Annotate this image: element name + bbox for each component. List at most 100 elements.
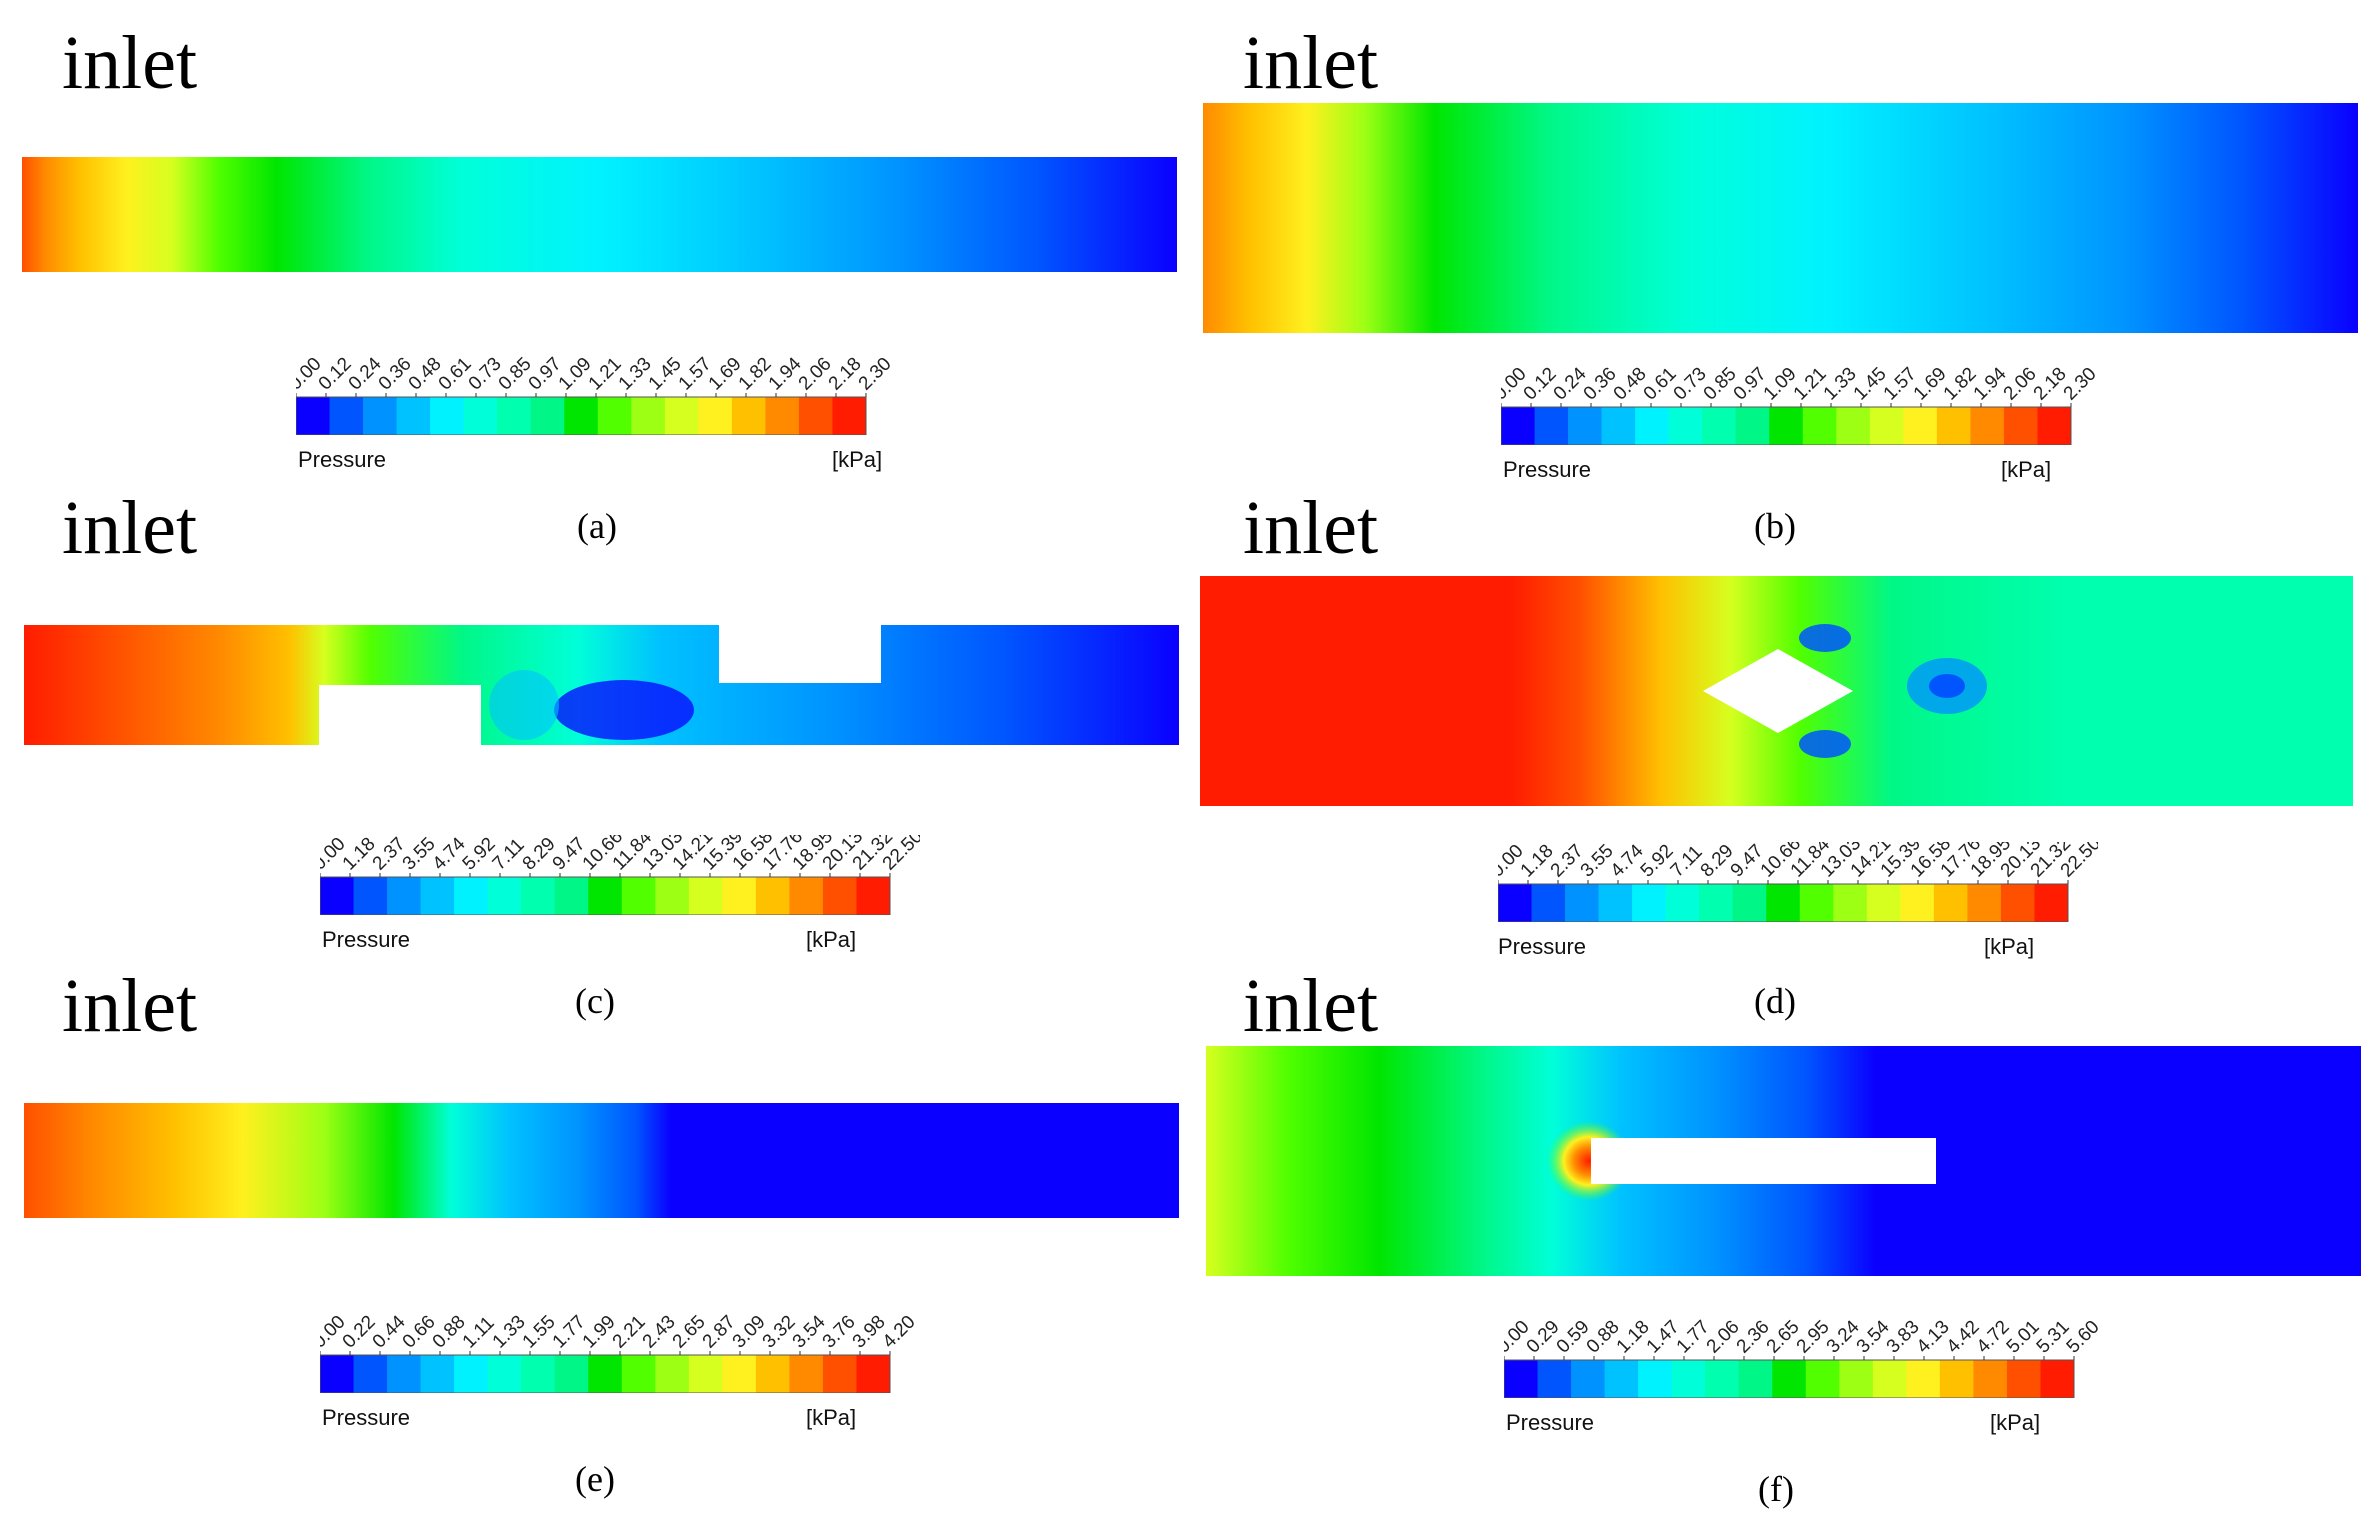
colorbar-segment — [1635, 407, 1670, 445]
colorbar-segment — [1936, 407, 1971, 445]
colorbar-segment — [597, 397, 632, 435]
colorbar-segment — [822, 1355, 857, 1393]
colorbar-segment — [722, 877, 757, 915]
colorbar-segment — [1973, 1360, 2008, 1398]
legend-unit: [kPa] — [832, 447, 883, 472]
colorbar-tick-label: 4.20 — [879, 1313, 920, 1353]
colorbar-segment — [1939, 1360, 1974, 1398]
colorbar-segment — [655, 877, 690, 915]
colorbar-segment — [1805, 1360, 1840, 1398]
colorbar-segment — [1967, 884, 2002, 922]
colorbar-segment — [655, 1355, 690, 1393]
colorbar-segment — [497, 397, 532, 435]
colorbar-segment — [1638, 1360, 1673, 1398]
colorbar-segment — [2003, 407, 2038, 445]
colorbar-segment — [554, 1355, 589, 1393]
colorbar-segment — [1632, 884, 1667, 922]
panel-e: inlet 0.00 0.22 0.44 0.66 0.88 1.11 1.33 1.55 1.… — [0, 964, 1187, 1499]
legend-title: Pressure — [1506, 1410, 1595, 1435]
colorbar-segment — [1839, 1360, 1874, 1398]
legend-unit: [kPa] — [806, 927, 857, 952]
colorbar-segment — [1598, 884, 1633, 922]
colorbar-segment — [554, 877, 589, 915]
colorbar-d: 0.001.182.373.554.745.927.118.299.4710.6… — [1487, 833, 2105, 923]
colorbar-segment — [353, 1355, 388, 1393]
colorbar-segment — [1738, 1360, 1773, 1398]
colorbar-segment — [1903, 407, 1938, 445]
colorbar-segment — [1802, 407, 1837, 445]
colorbar-segment — [329, 397, 364, 435]
colorbar-segment — [631, 397, 666, 435]
colorbar-segment — [387, 1355, 422, 1393]
pressure-field-d — [1200, 576, 2353, 806]
colorbar-segment — [463, 397, 498, 435]
colorbar-segment — [353, 877, 388, 915]
colorbar-segment — [789, 877, 824, 915]
colorbar-segment — [1501, 407, 1536, 445]
legend-a: 0.00 0.12 0.24 0.36 0.48 0.61 0.73 0.85 0.97 1.09… — [285, 353, 896, 485]
colorbar-segment — [755, 1355, 790, 1393]
pressure-field-a — [22, 157, 1177, 272]
colorbar-segment — [1702, 407, 1737, 445]
legend-c: 0.00 1.18 2.37 3.55 4.74 5.92 7.11 8.29 9.47 10.6… — [309, 826, 927, 965]
colorbar-segment — [454, 877, 489, 915]
caption-d: (d) — [1754, 981, 1796, 1021]
colorbar-segment — [722, 1355, 757, 1393]
inlet-label: inlet — [1243, 21, 1379, 105]
legend-unit: [kPa] — [2001, 457, 2052, 482]
colorbar-tick-label: 2.30 — [2060, 365, 2101, 405]
colorbar-segment — [1601, 407, 1636, 445]
colorbar-a: 0.000.120.240.360.480.610.730.850.971.09… — [285, 353, 896, 436]
colorbar-segment — [1799, 884, 1834, 922]
colorbar-segment — [731, 397, 766, 435]
colorbar-segment — [430, 397, 465, 435]
panel-f: inlet 0. — [1188, 964, 2375, 1509]
colorbar-segment — [1671, 1360, 1706, 1398]
legend-title: Pressure — [1503, 457, 1592, 482]
colorbar-segment — [1735, 407, 1770, 445]
colorbar-segment — [487, 1355, 522, 1393]
colorbar-segment — [454, 1355, 489, 1393]
colorbar-segment — [1933, 884, 1968, 922]
colorbar-segment — [530, 397, 565, 435]
colorbar-segment — [1906, 1360, 1941, 1398]
colorbar-segment — [1534, 407, 1569, 445]
legend-f: 0.00 0.29 0.59 0.88 1.18 1.47 1.77 2.06 2.36 2.65… — [1493, 1316, 2104, 1448]
caption-c: (c) — [575, 981, 615, 1021]
colorbar-segment — [420, 1355, 455, 1393]
legend-title: Pressure — [322, 1405, 411, 1430]
inlet-label: inlet — [1243, 964, 1379, 1048]
inlet-label: inlet — [62, 21, 198, 105]
panel-b: inlet 0.00 0.12 0.24 0.36 0.48 0.61 0.73 0.85 0.… — [1188, 15, 2375, 546]
colorbar-b: 0.000.120.240.360.480.610.730.850.971.09… — [1490, 363, 2101, 446]
colorbar-segment — [521, 1355, 556, 1393]
colorbar-segment — [1769, 407, 1804, 445]
colorbar-segment — [2040, 1360, 2075, 1398]
inlet-label: inlet — [1243, 486, 1379, 570]
caption-a: (a) — [577, 506, 617, 546]
colorbar-segment — [387, 877, 422, 915]
colorbar-segment — [755, 877, 790, 915]
legend-unit: [kPa] — [1984, 934, 2035, 959]
colorbar-segment — [1604, 1360, 1639, 1398]
legend-d: 0.00 1.18 2.37 3.55 4.74 5.92 7.11 8.29 9.47 10.6… — [1487, 833, 2105, 972]
panel-d: inlet 0.00 1.18 2.37 3.55 4.74 5.92 7.11 8.29 9.… — [1188, 486, 2375, 1021]
colorbar-segment — [698, 397, 733, 435]
pressure-field-e — [24, 1103, 1179, 1218]
panel-a: inlet 0.00 0.12 0.24 0.36 0.48 0.61 0. — [0, 15, 1187, 546]
legend-b: 0.00 0.12 0.24 0.36 0.48 0.61 0.73 0.85 0.97 1.09… — [1490, 363, 2101, 495]
colorbar-e: 0.000.220.440.660.881.111.331.551.771.99… — [309, 1311, 920, 1394]
colorbar-segment — [1568, 407, 1603, 445]
colorbar-segment — [822, 877, 857, 915]
inlet-label: inlet — [62, 964, 198, 1048]
colorbar-segment — [1836, 407, 1871, 445]
panel-c: inlet 0.00 1.18 2.37 3.55 4.74 5.92 — [0, 490, 1187, 1021]
pressure-field-f — [1206, 1046, 2361, 1276]
colorbar-segment — [832, 397, 867, 435]
colorbar-segment — [1668, 407, 1703, 445]
colorbar-segment — [1571, 1360, 1606, 1398]
colorbar-segment — [1498, 884, 1533, 922]
caption-b: (b) — [1754, 506, 1796, 546]
colorbar-segment — [564, 397, 599, 435]
colorbar-segment — [798, 397, 833, 435]
